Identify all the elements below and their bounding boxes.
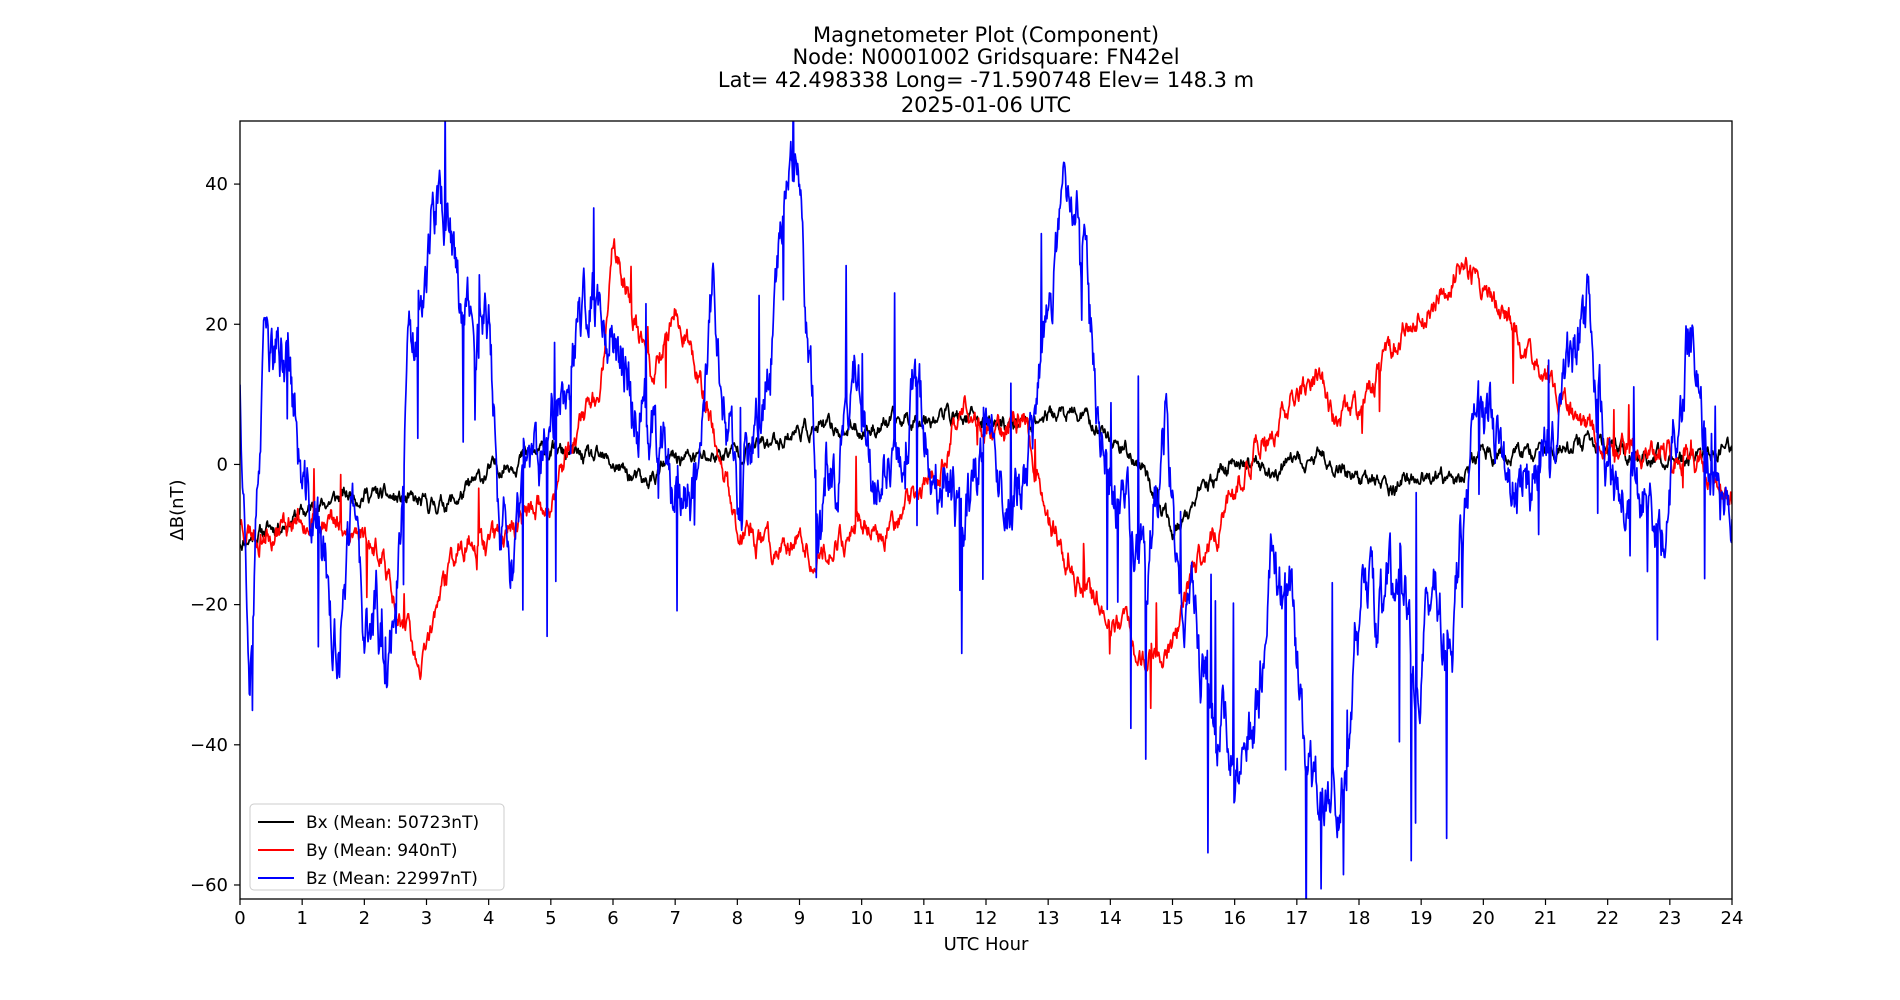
x-tick-label: 22: [1596, 908, 1619, 929]
legend-box: [249, 803, 505, 891]
x-tick-label: 18: [1348, 908, 1371, 929]
x-tick-label: 1: [296, 908, 307, 929]
x-tick-label: 0: [234, 908, 245, 929]
x-tick-label: 9: [794, 908, 805, 929]
x-tick-label: 15: [1161, 908, 1184, 929]
y-tick-label: −20: [190, 595, 228, 616]
chart-title: Magnetometer Plot (Component) Node: N000…: [718, 23, 1254, 117]
x-tick-label: 21: [1534, 908, 1557, 929]
y-axis-label: ΔB(nT): [167, 479, 188, 540]
y-tick-label: −40: [190, 735, 228, 756]
legend-label: By (Mean: 940nT): [306, 841, 457, 861]
x-tick-label: 2: [359, 908, 370, 929]
x-tick-label: 23: [1658, 908, 1681, 929]
x-tick-label: 7: [669, 908, 680, 929]
x-tick-label: 14: [1099, 908, 1122, 929]
y-tick-label: 20: [205, 314, 228, 335]
title-line-1: Magnetometer Plot (Component): [813, 23, 1159, 47]
x-tick-label: 20: [1472, 908, 1495, 929]
title-line-3: Lat= 42.498338 Long= -71.590748 Elev= 14…: [718, 68, 1254, 92]
title-line-2: Node: N0001002 Gridsquare: FN42el: [792, 45, 1179, 69]
legend-label: Bz (Mean: 22997nT): [306, 869, 478, 889]
x-tick-label: 3: [421, 908, 432, 929]
x-tick-label: 6: [607, 908, 618, 929]
x-tick-label: 4: [483, 908, 494, 929]
x-tick-label: 8: [732, 908, 743, 929]
x-tick-label: 12: [975, 908, 998, 929]
x-tick-label: 16: [1223, 908, 1246, 929]
x-axis: 0 1 2 3 4 5 6 7 8 9 10 11 12 13 14 15 16 17 18 19 20 21 22 23 24: [234, 899, 1743, 929]
plot-frame: [239, 120, 1733, 900]
x-tick-label: 17: [1285, 908, 1308, 929]
series-line-by: [240, 238, 1732, 710]
series-line-bz: [240, 121, 1732, 899]
x-tick-label: 19: [1410, 908, 1433, 929]
x-tick-label: 11: [912, 908, 935, 929]
plot-lines: [240, 121, 1732, 899]
legend-label: Bx (Mean: 50723nT): [306, 813, 479, 833]
y-tick-label: 40: [205, 174, 228, 195]
y-tick-label: 0: [217, 454, 228, 475]
y-axis: −60 −40 −20 0 20 40: [190, 174, 240, 896]
title-line-4: 2025-01-06 UTC: [901, 93, 1071, 117]
x-axis-label: UTC Hour: [944, 934, 1029, 955]
x-tick-label: 5: [545, 908, 556, 929]
legend: Bx (Mean: 50723nT) By (Mean: 940nT) Bz (Me…: [249, 803, 505, 891]
x-tick-label: 13: [1037, 908, 1060, 929]
x-tick-label: 24: [1721, 908, 1744, 929]
x-tick-label: 10: [850, 908, 873, 929]
y-tick-label: −60: [190, 875, 228, 896]
